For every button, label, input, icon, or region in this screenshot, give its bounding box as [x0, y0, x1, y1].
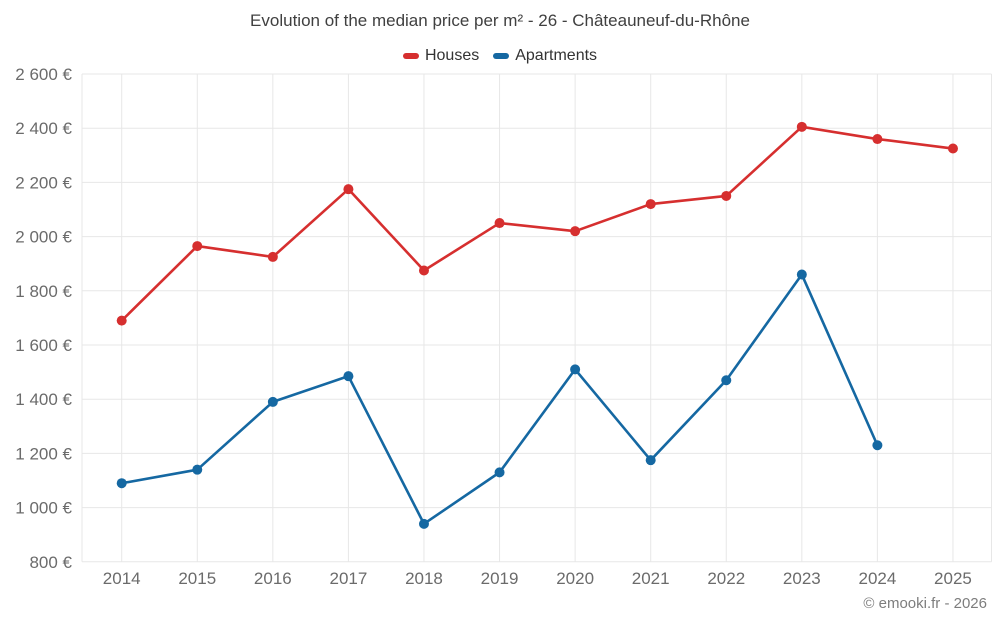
- y-axis-tick-label: 800 €: [29, 553, 72, 572]
- legend-item-apartments[interactable]: Apartments: [493, 47, 597, 65]
- y-axis-tick-label: 2 000 €: [15, 228, 72, 247]
- apartments-series: [116, 269, 883, 529]
- apartments-data-point[interactable]: [418, 518, 429, 529]
- apartments-legend-swatch-icon: [493, 53, 510, 59]
- x-axis-tick-label: 2022: [707, 569, 745, 588]
- apartments-data-point[interactable]: [570, 364, 581, 375]
- apartments-data-point[interactable]: [343, 371, 354, 382]
- y-axis-tick-label: 1 200 €: [15, 444, 72, 463]
- y-axis-tick-label: 1 600 €: [15, 336, 72, 355]
- houses-data-point[interactable]: [116, 315, 127, 326]
- x-axis-tick-label: 2018: [405, 569, 443, 588]
- apartments-data-point[interactable]: [494, 467, 505, 478]
- houses-line: [120, 125, 954, 322]
- x-axis-tick-label: 2023: [783, 569, 821, 588]
- houses-data-point[interactable]: [721, 190, 732, 201]
- y-axis-labels: 800 € 1 000 € 1 200 € 1 400 € 1 600 € 1 800 €…: [15, 65, 72, 572]
- footer-credit: © emooki.fr - 2026: [863, 595, 987, 612]
- gridlines: [81, 73, 992, 563]
- legend: Houses Apartments: [0, 47, 1000, 65]
- apartments-data-point[interactable]: [267, 396, 278, 407]
- apartments-legend-label: Apartments: [515, 47, 598, 64]
- apartments-data-point[interactable]: [192, 464, 203, 475]
- houses-data-point[interactable]: [192, 241, 203, 252]
- houses-data-point[interactable]: [494, 218, 505, 229]
- x-axis-tick-label: 2019: [481, 569, 519, 588]
- legend-item-houses[interactable]: Houses: [402, 47, 480, 65]
- apartments-data-point[interactable]: [796, 269, 807, 280]
- x-axis-tick-label: 2016: [254, 569, 292, 588]
- x-axis-tick-label: 2017: [329, 569, 367, 588]
- houses-data-point[interactable]: [343, 184, 354, 195]
- houses-data-point[interactable]: [947, 143, 958, 154]
- x-axis-labels: 2014 2015 2016 2017 2018 2019 2020 2021 2022 2023…: [103, 569, 972, 588]
- y-axis-tick-label: 1 400 €: [15, 390, 72, 409]
- x-axis-tick-label: 2015: [178, 569, 216, 588]
- chart-title: Evolution of the median price per m² - 2…: [250, 11, 750, 30]
- houses-data-point[interactable]: [645, 199, 656, 210]
- apartments-data-point[interactable]: [721, 375, 732, 386]
- x-axis-tick-label: 2025: [934, 569, 972, 588]
- houses-data-point[interactable]: [418, 265, 429, 276]
- y-axis-tick-label: 2 200 €: [15, 173, 72, 192]
- y-axis-tick-label: 2 600 €: [15, 65, 72, 84]
- x-axis-tick-label: 2021: [632, 569, 670, 588]
- apartments-data-point[interactable]: [645, 455, 656, 466]
- y-axis-tick-label: 1 800 €: [15, 282, 72, 301]
- houses-data-point[interactable]: [570, 226, 581, 237]
- apartments-data-point[interactable]: [116, 478, 127, 489]
- houses-data-point[interactable]: [872, 134, 883, 145]
- y-axis-tick-label: 2 400 €: [15, 119, 72, 138]
- x-axis-tick-label: 2024: [858, 569, 896, 588]
- houses-series: [116, 121, 958, 326]
- houses-data-point[interactable]: [796, 121, 807, 132]
- apartments-data-point[interactable]: [872, 440, 883, 451]
- y-axis-tick-label: 1 000 €: [15, 499, 72, 518]
- houses-data-point[interactable]: [267, 251, 278, 262]
- houses-legend-swatch-icon: [402, 53, 419, 59]
- houses-legend-label: Houses: [424, 47, 480, 64]
- x-axis-tick-label: 2014: [103, 569, 141, 588]
- x-axis-tick-label: 2020: [556, 569, 594, 588]
